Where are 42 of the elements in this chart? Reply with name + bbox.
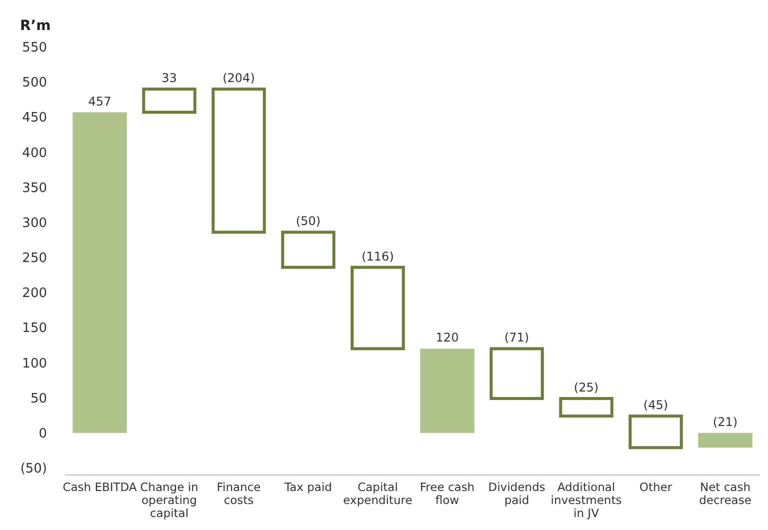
data-label: (71)	[504, 330, 530, 345]
bar	[142, 88, 196, 114]
x-tick-label: Additional investments in JV	[550, 480, 622, 520]
data-label: (204)	[222, 71, 255, 86]
x-tick-label: Finance costs	[216, 480, 261, 507]
bar	[212, 88, 266, 234]
bar	[350, 266, 405, 350]
data-label: (45)	[643, 398, 668, 412]
data-label: 457	[88, 94, 112, 108]
y-tick-label: 500	[22, 76, 47, 91]
bar	[490, 347, 544, 400]
y-tick-label: 0	[38, 426, 47, 442]
y-tick-label: (50)	[20, 462, 47, 477]
y-tick-label: 250	[22, 251, 47, 266]
y-tick-label: 350	[22, 180, 47, 196]
y-tick-label: 300	[22, 216, 47, 231]
y-tick-label: 550	[22, 40, 47, 56]
x-tick-label: Capital expenditure	[343, 480, 412, 507]
y-tick-label: 400	[22, 146, 47, 161]
bar	[559, 397, 614, 418]
y-axis-title: R’m	[20, 18, 51, 34]
x-tick-label: Cash EBITDA	[62, 480, 137, 494]
data-label: (21)	[712, 414, 738, 429]
bar	[628, 414, 683, 450]
x-tick-label: Change in operating capital	[140, 480, 198, 520]
bar	[281, 230, 336, 269]
data-label: 120	[436, 330, 459, 345]
x-tick-label: Net cash decrease	[699, 480, 752, 507]
x-tick-label: Tax paid	[284, 480, 332, 494]
y-tick-label: 50	[30, 391, 47, 406]
data-label: 33	[162, 71, 177, 86]
bar	[698, 432, 752, 448]
data-label: (25)	[574, 380, 599, 395]
data-label: (50)	[296, 214, 321, 228]
x-tick-label: Other	[639, 480, 672, 494]
y-tick-label: 150	[22, 321, 47, 336]
x-tick-label: Dividends paid	[488, 480, 546, 507]
y-tick-label: 200	[22, 286, 47, 302]
x-tick-label: Free cash flow	[420, 480, 475, 507]
y-tick-label: 450	[22, 110, 47, 126]
y-tick-label: 100	[22, 356, 47, 372]
data-label: (116)	[362, 249, 394, 264]
